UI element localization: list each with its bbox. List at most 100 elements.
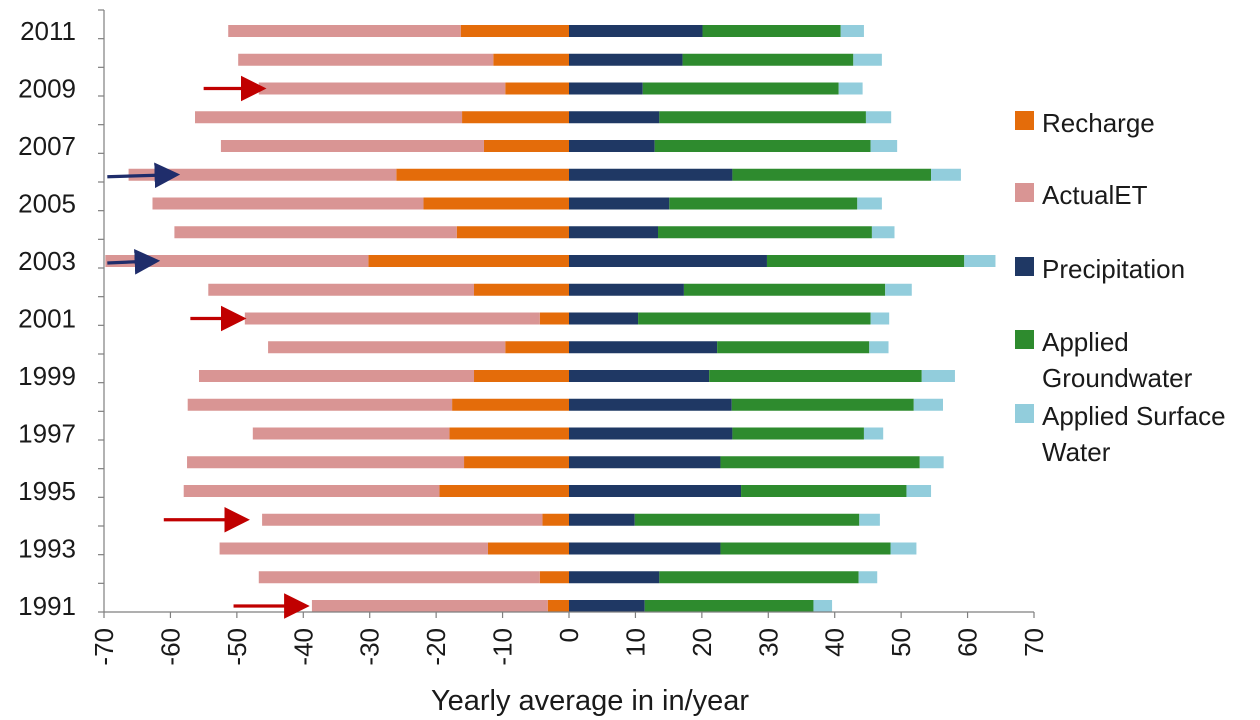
y-tick-label-2011: 2011: [20, 16, 76, 46]
bar-applied-groundwater-1993: [720, 542, 891, 555]
bar-precipitation-2002: [569, 283, 684, 296]
y-tick-label-1993: 1993: [18, 534, 76, 564]
bar-recharge-1993: [487, 542, 569, 555]
x-tick-label-neg50: -50: [222, 628, 252, 666]
bar-actualet-2009: [258, 82, 506, 95]
y-tick-label-1995: 1995: [18, 476, 76, 506]
x-tick-label-0: 0: [554, 628, 584, 642]
bar-precipitation-2005: [569, 197, 670, 210]
y-tick-label-2001: 2001: [18, 304, 76, 334]
x-tick-label-neg40: -40: [288, 628, 318, 666]
bar-recharge-2004: [456, 226, 569, 239]
legend-swatch-recharge: [1015, 111, 1034, 130]
x-tick-label-10: 10: [620, 628, 650, 657]
bar-actualet-1999: [198, 370, 475, 382]
legend-label-applied-surface-water: Applied Surface Water: [1042, 401, 1226, 467]
bar-recharge-1995: [439, 485, 569, 497]
y-tick-label-2003: 2003: [18, 246, 76, 276]
bar-precipitation-2006: [569, 168, 733, 181]
bar-actualet-2004: [174, 226, 457, 239]
bar-actualet-1992: [258, 571, 540, 584]
legend-item-applied-groundwater: Applied Groundwater: [1015, 324, 1257, 396]
bar-precipitation-1994: [569, 513, 635, 526]
bar-applied-surface-water-2001: [870, 312, 890, 325]
bar-actualet-2011: [228, 25, 461, 37]
legend-label-precipitation: Precipitation: [1042, 254, 1186, 284]
x-tick-label-30: 30: [753, 628, 783, 657]
bar-precipitation-1998: [569, 398, 732, 411]
bar-applied-groundwater-2006: [732, 168, 932, 181]
bar-applied-groundwater-1995: [741, 485, 907, 497]
legend-swatch-precipitation: [1015, 257, 1034, 276]
x-tick-label-20: 20: [687, 628, 717, 657]
legend-item-applied-surface-water: Applied Surface Water: [1015, 398, 1257, 470]
bar-recharge-2006: [396, 168, 569, 181]
annotation-layer: [107, 75, 310, 619]
bars-layer: [105, 25, 996, 612]
x-tick-label-neg10: -10: [488, 628, 518, 666]
legend-label-actualet: ActualET: [1042, 180, 1148, 210]
bar-applied-groundwater-2004: [658, 226, 872, 239]
bar-recharge-2010: [493, 53, 569, 66]
y-tick-label-2007: 2007: [18, 131, 76, 161]
bar-recharge-2001: [539, 312, 569, 325]
bar-actualet-2000: [268, 341, 506, 354]
bar-actualet-1998: [187, 398, 453, 411]
bar-actualet-2010: [238, 53, 494, 66]
bar-actualet-2007: [220, 140, 484, 152]
y-tick-label-1997: 1997: [18, 419, 76, 449]
axes-layer: 1991 1993 1995 1997 1999 2001 2003 2005 2007 2009…: [18, 9, 1049, 666]
bar-actualet-1996: [187, 456, 465, 469]
bar-precipitation-1993: [569, 542, 721, 555]
bar-recharge-2011: [460, 25, 569, 37]
legend-item-precipitation: Precipitation: [1015, 251, 1257, 287]
bar-applied-groundwater-1992: [659, 571, 859, 584]
bar-precipitation-1996: [569, 456, 721, 469]
bar-recharge-2003: [368, 255, 569, 267]
bar-applied-surface-water-2003: [964, 255, 996, 267]
legend-swatch-applied-surface-water: [1015, 404, 1034, 423]
bar-actualet-1993: [219, 542, 488, 555]
legend-item-actualet: ActualET: [1015, 177, 1257, 213]
bar-precipitation-1992: [569, 571, 660, 584]
bar-applied-surface-water-2009: [838, 82, 863, 95]
bar-precipitation-2010: [569, 53, 683, 66]
bar-applied-surface-water-1996: [919, 456, 944, 469]
bar-applied-surface-water-1991: [813, 600, 833, 612]
legend-label-applied-groundwater: Applied Groundwater: [1042, 327, 1193, 393]
bar-precipitation-2007: [569, 140, 655, 152]
x-tick-label-neg30: -30: [355, 628, 385, 666]
bar-applied-surface-water-2004: [871, 226, 895, 239]
legend-swatch-applied-groundwater: [1015, 330, 1034, 349]
legend-item-recharge: Recharge: [1015, 105, 1257, 141]
bar-precipitation-1999: [569, 370, 710, 382]
bar-precipitation-1997: [569, 427, 733, 440]
bar-applied-groundwater-2010: [682, 53, 854, 66]
bar-applied-surface-water-1992: [858, 571, 878, 584]
bar-applied-surface-water-2006: [931, 168, 961, 181]
bar-applied-surface-water-2000: [869, 341, 889, 354]
x-tick-label-60: 60: [953, 628, 983, 657]
y-tick-label-2009: 2009: [18, 74, 76, 104]
annotation-arrow-2006: [107, 162, 181, 189]
bar-recharge-1991: [547, 600, 569, 612]
bar-applied-surface-water-2002: [885, 283, 912, 296]
bar-precipitation-2009: [569, 82, 643, 95]
x-tick-label-neg60: -60: [155, 628, 185, 666]
bar-applied-surface-water-1994: [859, 513, 880, 526]
bar-applied-groundwater-2008: [659, 111, 866, 124]
bar-applied-surface-water-1998: [913, 398, 943, 411]
bar-applied-surface-water-1995: [906, 485, 932, 497]
bar-applied-groundwater-2007: [654, 140, 871, 152]
bar-actualet-2006: [128, 168, 397, 181]
bar-applied-groundwater-1994: [634, 513, 860, 526]
bar-actualet-2002: [208, 283, 475, 296]
bar-precipitation-2011: [569, 25, 703, 37]
bar-actualet-1994: [262, 513, 543, 526]
bar-applied-groundwater-2009: [642, 82, 839, 95]
bar-actualet-2008: [195, 111, 463, 124]
y-tick-label-1991: 1991: [18, 591, 76, 621]
bar-applied-groundwater-1999: [709, 370, 922, 382]
annotation-arrow-2003: [107, 249, 161, 275]
